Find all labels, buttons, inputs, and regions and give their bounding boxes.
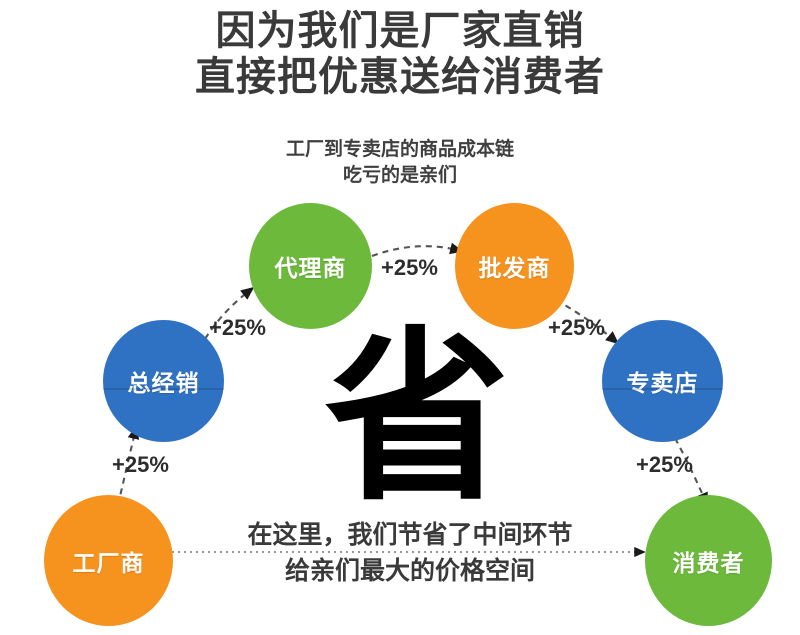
edge-wholesaler-store (555, 299, 620, 345)
node-agent-label: 代理商 (274, 255, 347, 281)
headline-line-1: 因为我们是厂家直销 (215, 9, 585, 53)
bottom-message-line-2: 给亲们最大的价格空间 (284, 556, 535, 585)
node-wholesaler-label: 批发商 (478, 255, 551, 281)
edge-distributor-agent (204, 286, 255, 340)
subtitle-line-1: 工厂到专卖店的商品成本链 (285, 139, 514, 160)
edge-store-consumer (674, 437, 708, 507)
bottom-message: 在这里，我们节省了中间环节 给亲们最大的价格空间 (175, 518, 645, 589)
node-consumer-label: 消费者 (672, 549, 745, 576)
node-store[interactable]: 专卖店 (602, 320, 723, 442)
markup-label-wholesaler-store: +25% (548, 315, 605, 340)
edge-factory-distributor (116, 425, 140, 506)
subtitle: 工厂到专卖店的商品成本链 吃亏的是亲们 (0, 137, 800, 188)
node-distributor-label: 总经销 (127, 370, 200, 396)
node-distributor[interactable]: 总经销 (103, 320, 224, 442)
markup-label-distributor-agent: +25% (209, 315, 266, 340)
node-wholesaler[interactable]: 批发商 (455, 203, 574, 329)
node-consumer[interactable]: 消费者 (645, 495, 772, 626)
center-glyph-save: 省 (324, 309, 510, 526)
subtitle-line-2: 吃亏的是亲们 (342, 164, 457, 186)
node-store-label: 专卖店 (626, 370, 699, 396)
markup-label-factory-distributor: +25% (112, 452, 169, 477)
node-agent[interactable]: 代理商 (249, 203, 372, 329)
node-factory[interactable]: 工厂商 (44, 495, 173, 626)
bottom-message-line-1: 在这里，我们节省了中间环节 (247, 521, 573, 549)
headline-line-2: 直接把优惠送给消费者 (195, 55, 605, 100)
markup-label-store-consumer: +25% (636, 452, 693, 477)
edge-agent-wholesaler (371, 242, 464, 257)
markup-label-agent-wholesaler: +25% (381, 255, 438, 280)
node-factory-label: 工厂商 (72, 549, 145, 576)
page-title: 因为我们是厂家直销 直接把优惠送给消费者 (0, 8, 800, 101)
